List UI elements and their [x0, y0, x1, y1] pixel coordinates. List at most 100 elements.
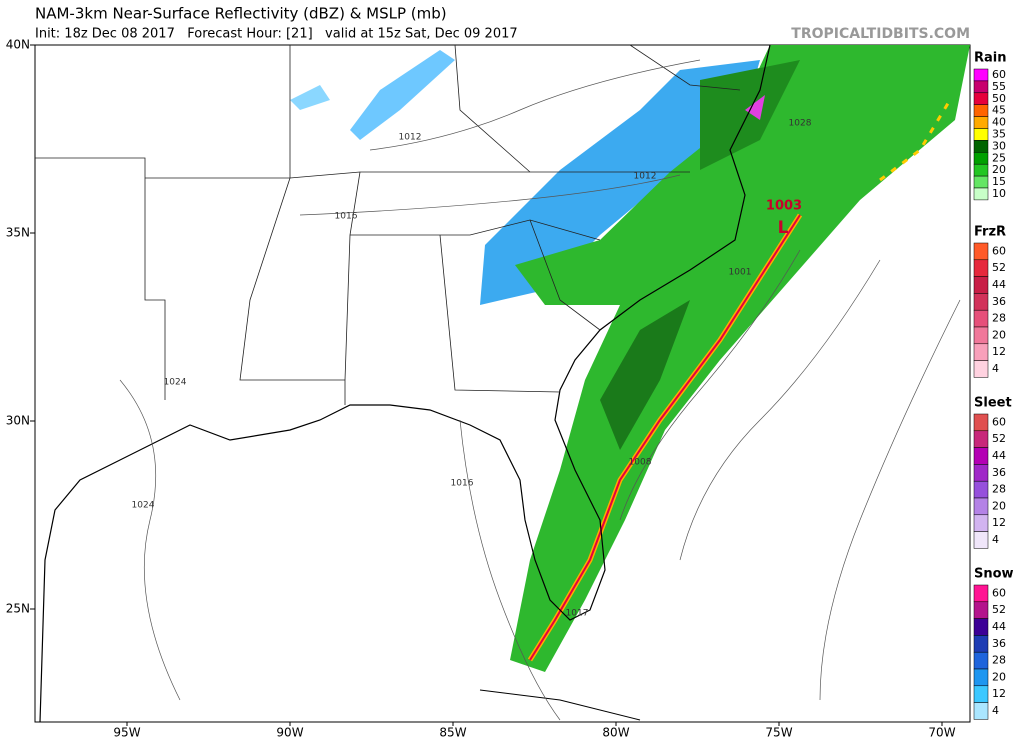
- legend-swatch: [973, 464, 989, 482]
- legend-label: 35: [992, 127, 1006, 140]
- legend-swatch: [973, 360, 989, 378]
- isobar-label: 1012: [634, 172, 657, 182]
- legend-swatch: [973, 309, 989, 328]
- legend-swatch: [973, 514, 989, 532]
- legend-swatch: [973, 104, 989, 117]
- legend-swatch: [973, 68, 989, 82]
- isobar-label: 1024: [132, 501, 155, 511]
- legend-title: Sleet: [974, 396, 1012, 411]
- legend-swatch: [973, 152, 989, 165]
- isobar-label: 1028: [789, 119, 812, 129]
- legend-swatch: [973, 116, 989, 129]
- legend-swatch: [973, 668, 989, 687]
- legend-swatch: [973, 326, 989, 345]
- snow-area: [350, 50, 455, 140]
- isobar-label: 1024: [164, 378, 187, 388]
- legend-label: 28: [992, 483, 1006, 496]
- legend-label: 40: [992, 116, 1006, 129]
- legend-label: 15: [992, 175, 1006, 188]
- legend-label: 4: [992, 533, 999, 546]
- legend-label: 52: [992, 261, 1006, 274]
- lon-label: 75W: [765, 726, 792, 740]
- rain-area: [700, 60, 800, 170]
- axes: 40N 35N 30N 25N 95W 90W 85W 80W 75W 70W: [6, 38, 956, 740]
- isobar-label: 1016: [335, 212, 358, 222]
- rain-area: [510, 45, 970, 672]
- legend-label: 28: [992, 312, 1006, 325]
- legend-label: 60: [992, 586, 1006, 599]
- subtitle: Init: 18z Dec 08 2017 Forecast Hour: [21…: [35, 27, 518, 42]
- convection-line: [529, 214, 801, 661]
- legend-swatch: [973, 651, 989, 670]
- legend-swatch: [973, 531, 989, 549]
- legend-swatch: [973, 242, 989, 261]
- legend-swatch: [973, 447, 989, 465]
- legend-label: 12: [992, 516, 1006, 529]
- legend-label: 12: [992, 687, 1006, 700]
- legend-swatch: [973, 635, 989, 653]
- legend-title: Rain: [974, 51, 1007, 66]
- lat-label: 40N: [6, 38, 30, 52]
- legend-label: 45: [992, 104, 1006, 117]
- low-label: L: [778, 218, 789, 238]
- lat-label: 35N: [6, 226, 30, 240]
- legend-swatch: [973, 584, 989, 603]
- legend-label: 20: [992, 328, 1006, 341]
- legend-label: 44: [992, 278, 1006, 291]
- legend-swatch: [973, 618, 989, 636]
- legend-label: 25: [992, 151, 1006, 164]
- legend-label: 60: [992, 68, 1006, 81]
- legend-swatch: [973, 685, 989, 703]
- map: 1012 1016 1024 1024 1012 1003 L 1001 1008 1016 101…: [34, 44, 971, 723]
- convection-line: [879, 99, 952, 182]
- legend-label: 36: [992, 295, 1006, 308]
- lon-label: 90W: [276, 726, 303, 740]
- legend-swatch: [973, 187, 989, 201]
- legend-swatch: [973, 343, 989, 361]
- rain-area: [600, 300, 690, 450]
- mix-area: [745, 95, 765, 120]
- state-borders: [35, 44, 741, 405]
- legend-label: 36: [992, 637, 1006, 650]
- legend-swatch: [973, 430, 989, 448]
- legend-label: 44: [992, 449, 1006, 462]
- legend-swatch: [973, 497, 989, 516]
- legend-swatch: [973, 163, 989, 177]
- snow-area: [480, 60, 760, 305]
- legend-label: 20: [992, 670, 1006, 683]
- legend-label: 28: [992, 654, 1006, 667]
- isobar-label: 1012: [399, 133, 422, 143]
- legend-label: 36: [992, 466, 1006, 479]
- legend-label: 60: [992, 415, 1006, 428]
- isobar-label: 1017: [566, 609, 589, 619]
- legend-label: 50: [992, 92, 1006, 105]
- legend-label: 60: [992, 244, 1006, 257]
- isobar-label: 1001: [729, 268, 752, 278]
- legend-title: Snow: [974, 567, 1014, 582]
- legend-label: 55: [992, 80, 1006, 93]
- lon-label: 85W: [439, 726, 466, 740]
- legends: Rain6055504540353025201510FrzR6052443628…: [973, 51, 1014, 720]
- isobars: [119, 59, 961, 721]
- coastline: [39, 44, 771, 723]
- legend-swatch: [973, 293, 989, 311]
- legend-swatch: [973, 259, 989, 277]
- legend-swatch: [973, 413, 989, 432]
- isobar-label: 1008: [629, 458, 652, 468]
- legend-swatch: [973, 140, 989, 153]
- legend-label: 20: [992, 163, 1006, 176]
- credit: TROPICALTIDBITS.COM: [791, 26, 970, 42]
- legend-label: 4: [992, 362, 999, 375]
- legend-swatch: [973, 480, 989, 499]
- lon-label: 80W: [602, 726, 629, 740]
- legend-swatch: [973, 702, 989, 720]
- snow-area: [290, 85, 330, 110]
- legend-swatch: [973, 276, 989, 294]
- legend-label: 52: [992, 432, 1006, 445]
- lon-label: 95W: [113, 726, 140, 740]
- legend-swatch: [973, 175, 989, 189]
- lon-label: 70W: [928, 726, 955, 740]
- legend-swatch: [973, 601, 989, 619]
- legend-label: 12: [992, 345, 1006, 358]
